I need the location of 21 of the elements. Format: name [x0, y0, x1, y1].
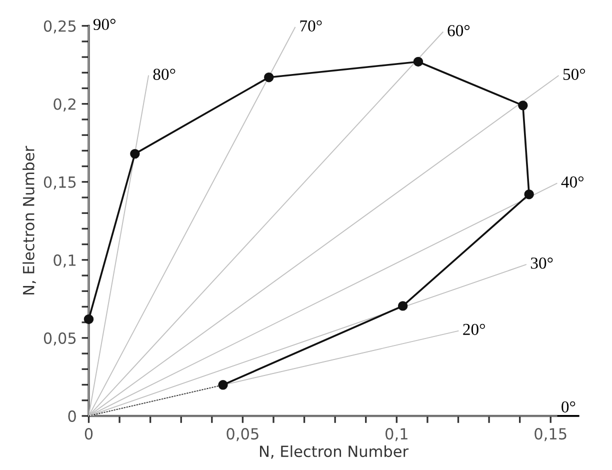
annotation: 80°	[153, 68, 176, 80]
y-tick-label: 0,2	[54, 98, 76, 112]
y-tick-label: 0,15	[44, 176, 76, 190]
y-tick-label: 0,1	[54, 254, 76, 268]
x-tick-label: 0,05	[226, 428, 258, 442]
annotation: 50°	[563, 68, 586, 80]
x-tick-label: 0,1	[386, 428, 408, 442]
y-tick-label: 0,05	[44, 332, 76, 346]
y-tick-label: 0,25	[44, 20, 76, 34]
annotation: 70°	[300, 20, 322, 32]
annotation: 0°	[562, 401, 576, 413]
annotation: 40°	[561, 176, 584, 188]
annotation: 60°	[448, 25, 470, 36]
annotation: 90°	[93, 18, 116, 30]
x-axis-title: N, Electron Number	[260, 445, 409, 459]
x-tick-label: 0,15	[534, 428, 566, 442]
annotation: 20°	[463, 324, 485, 336]
y-axis-title: N, Electron Number	[22, 146, 36, 294]
annotation: 30°	[530, 258, 553, 269]
y-tick-label: 0	[68, 410, 76, 422]
x-tick-label: 0	[84, 428, 93, 440]
